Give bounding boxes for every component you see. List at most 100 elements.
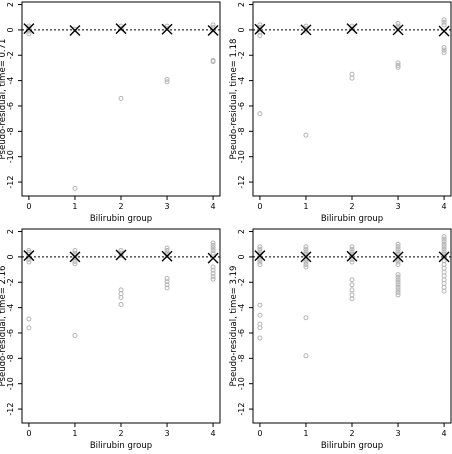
residual-point: [395, 289, 401, 295]
group-mean-marker: [23, 250, 35, 262]
residual-point: [26, 316, 32, 322]
residual-point: [210, 245, 216, 251]
residual-point: [72, 258, 78, 264]
mean-stroke: [438, 25, 450, 37]
residual-point: [441, 50, 447, 56]
x-tick-label: 3: [164, 429, 169, 438]
residual-point: [164, 275, 170, 281]
residual-point: [164, 250, 170, 256]
residual-point: [257, 249, 263, 255]
mean-stroke: [392, 24, 404, 36]
residual-point: [395, 244, 401, 250]
residual-point: [441, 17, 447, 23]
residual-point: [441, 288, 447, 294]
residual-point: [349, 256, 355, 262]
residual-point: [441, 241, 447, 247]
mean-stroke: [115, 249, 127, 261]
panel-3: 2 0 -2 -4 -6 -8 -10 -12 0 1 2 3 4 Bilirubin group Pseu…: [0, 228, 221, 451]
y-tick-label: -6: [6, 329, 15, 337]
residual-point: [118, 26, 124, 32]
y-axis-title: Pseudo-residual, time= 0.71: [0, 39, 8, 160]
x-tick-label: 3: [395, 429, 400, 438]
residual-point: [395, 62, 401, 68]
residual-point: [303, 315, 309, 321]
residual-point: [118, 301, 124, 307]
mean-stroke: [207, 25, 219, 37]
y-axis-title: Pseudo-residual, time= 2.16: [0, 266, 8, 387]
residual-point: [210, 24, 216, 30]
residual-point: [257, 259, 263, 265]
residual-point: [257, 312, 263, 318]
residual-point: [118, 294, 124, 300]
group-mean-marker: [23, 23, 35, 35]
group-mean-marker: [161, 250, 173, 262]
residual-point: [303, 246, 309, 252]
residual-point: [441, 244, 447, 250]
residual-point: [349, 254, 355, 260]
y-tick-label: -10: [237, 150, 246, 163]
residual-point: [441, 246, 447, 252]
residual-point: [257, 262, 263, 268]
residual-point: [257, 244, 263, 250]
mean-stroke: [207, 252, 219, 264]
residual-point: [210, 264, 216, 270]
residual-point: [441, 22, 447, 28]
mean-stroke: [23, 23, 35, 35]
residual-point: [395, 259, 401, 265]
y-tick-label: -6: [6, 102, 15, 110]
residual-point: [164, 245, 170, 251]
residual-point: [303, 259, 309, 265]
residual-point: [395, 64, 401, 70]
residual-point: [349, 296, 355, 302]
residual-point: [395, 282, 401, 288]
residual-point: [164, 26, 170, 32]
mean-stroke: [254, 250, 266, 262]
panel-4: 2 0 -2 -4 -6 -8 -10 -12 0 1 2 3 4 Bilirubin group Pseu…: [229, 228, 452, 451]
residual-point: [72, 185, 78, 191]
residual-point: [349, 249, 355, 255]
y-axis-title: Pseudo-residual, time= 3.19: [229, 266, 239, 387]
y-tick-label: -4: [6, 304, 15, 312]
x-tick-label: 0: [26, 429, 31, 438]
group-mean-marker: [346, 23, 358, 35]
residual-point: [303, 262, 309, 268]
x-tick-label: 2: [349, 429, 354, 438]
residual-point: [257, 246, 263, 252]
mean-stroke: [392, 251, 404, 263]
residual-point: [257, 256, 263, 262]
residual-point: [395, 284, 401, 290]
residual-point: [257, 325, 263, 331]
y-tick-label: -8: [6, 354, 15, 362]
y-tick-label: -4: [237, 77, 246, 85]
residual-point: [210, 59, 216, 65]
residual-point: [349, 277, 355, 283]
x-axis-title: Bilirubin group: [321, 214, 383, 224]
mean-stroke: [161, 250, 173, 262]
mean-stroke: [69, 251, 81, 263]
mean-stroke: [346, 250, 358, 262]
residual-point: [26, 31, 32, 37]
y-tick-label: -10: [237, 377, 246, 390]
residual-point: [395, 277, 401, 283]
x-tick-label: 3: [164, 202, 169, 211]
mean-stroke: [346, 23, 358, 35]
group-mean-marker: [254, 250, 266, 262]
residual-point: [257, 33, 263, 39]
residual-point: [395, 272, 401, 278]
residual-point: [72, 248, 78, 254]
residual-point: [349, 246, 355, 252]
y-tick-label: -8: [237, 354, 246, 362]
group-mean-marker: [69, 251, 81, 263]
x-tick-label: 4: [211, 429, 216, 438]
x-tick-label: 1: [72, 202, 77, 211]
residual-point: [395, 254, 401, 260]
residual-point: [349, 287, 355, 293]
y-tick-label: 2: [237, 2, 246, 7]
residual-point: [210, 242, 216, 248]
y-tick-label: -2: [6, 278, 15, 286]
y-tick-label: -2: [6, 51, 15, 59]
residual-point: [164, 79, 170, 85]
y-tick-label: -2: [237, 51, 246, 59]
residual-point: [210, 267, 216, 273]
